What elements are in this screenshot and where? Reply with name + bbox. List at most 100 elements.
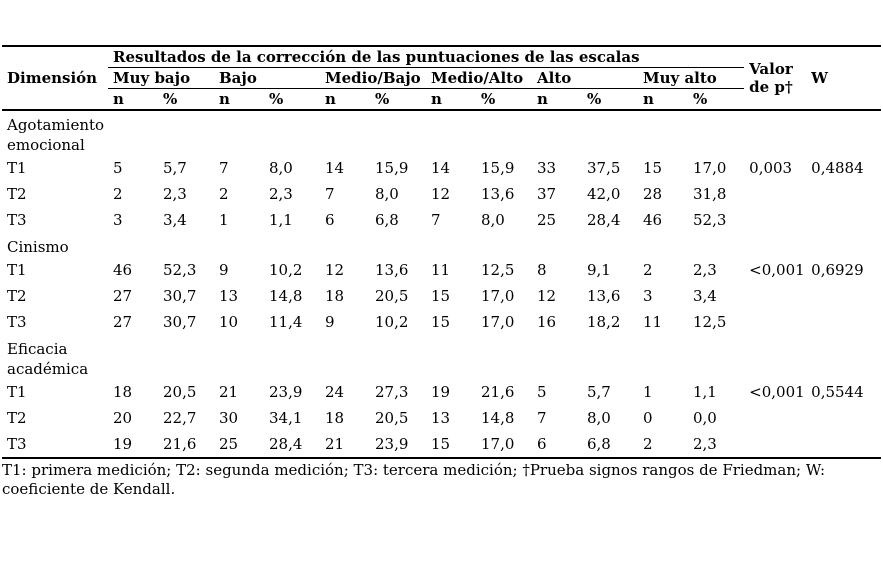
cell-n: 14 (325, 159, 345, 177)
header-sub-pct: % (693, 89, 708, 108)
cell-w (806, 181, 881, 207)
cell-pct: 8,0 (269, 159, 293, 177)
header-p-value: Valor de p† (749, 60, 793, 96)
cell-n: 5 (113, 159, 123, 177)
header-row-group: Dimensión Resultados de la corrección de… (2, 46, 881, 96)
data-row: T3 27 30,7 10 11,4 9 10,2 15 17,0 16 18,2 11 12,5 (2, 309, 881, 335)
header-sub-pct: % (163, 89, 178, 108)
cell-n: 14 (431, 159, 451, 177)
header-sub-n: n (219, 89, 230, 108)
cell-n: 0 (643, 409, 653, 427)
cell-n: 8 (537, 261, 547, 279)
cell-n: 37 (537, 185, 557, 203)
cell-n: 16 (537, 313, 557, 331)
data-row: T1 46 52,3 9 10,2 12 13,6 11 12,5 8 9,1 2 2,3 <0,001 0… (2, 257, 881, 283)
header-level-alto: Alto (532, 67, 638, 89)
measurement-label: T2 (7, 185, 27, 203)
cell-n: 2 (643, 261, 653, 279)
cell-pct: 34,1 (269, 409, 303, 427)
header-row-levels: Muy bajo Bajo Medio/Bajo Medio/Alto Alto… (2, 67, 881, 89)
table-head: Dimensión Resultados de la corrección de… (2, 46, 882, 111)
cell-pct: 0,0 (693, 409, 717, 427)
cell-p-value: 0,003 (749, 159, 793, 177)
cell-p-value: <0,001 (749, 383, 805, 401)
cell-n: 11 (643, 313, 663, 331)
cell-n: 30 (219, 409, 239, 427)
cell-w (806, 405, 881, 431)
cell-n: 12 (431, 185, 451, 203)
cell-w (806, 431, 881, 458)
section-row: Cinismo (2, 233, 881, 257)
cell-w (806, 207, 881, 233)
cell-pct: 8,0 (587, 409, 611, 427)
cell-w (806, 283, 881, 309)
cell-n: 3 (643, 287, 653, 305)
header-dimension: Dimensión (7, 68, 98, 87)
cell-pct: 10,2 (375, 313, 409, 331)
cell-pct: 3,4 (163, 211, 187, 229)
cell-w: 0,5544 (811, 383, 864, 401)
header-sub-pct: % (481, 89, 496, 108)
measurement-label: T3 (7, 211, 27, 229)
cell-pct: 1,1 (269, 211, 293, 229)
cell-n: 15 (431, 313, 451, 331)
cell-n: 2 (219, 185, 229, 203)
cell-n: 18 (325, 409, 345, 427)
cell-n: 12 (537, 287, 557, 305)
cell-pct: 52,3 (163, 261, 197, 279)
cell-pct: 21,6 (163, 435, 197, 453)
measurement-label: T2 (7, 409, 27, 427)
cell-n: 7 (325, 185, 335, 203)
cell-n: 21 (325, 435, 345, 453)
cell-n: 27 (113, 287, 133, 305)
cell-pct: 42,0 (587, 185, 621, 203)
cell-n: 9 (219, 261, 229, 279)
header-row-subcolumns: n % n % n % n % n % n % (2, 89, 881, 111)
cell-pct: 10,2 (269, 261, 303, 279)
cell-p-value (744, 431, 806, 458)
cell-pct: 9,1 (587, 261, 611, 279)
cell-pct: 18,2 (587, 313, 621, 331)
cell-pct: 5,7 (163, 159, 187, 177)
cell-w: 0,6929 (811, 261, 864, 279)
cell-pct: 20,5 (375, 409, 409, 427)
data-row: T1 5 5,7 7 8,0 14 15,9 14 15,9 33 37,5 15 17,0 0,003 0… (2, 155, 881, 181)
cell-pct: 30,7 (163, 287, 197, 305)
cell-pct: 17,0 (481, 435, 515, 453)
cell-pct: 30,7 (163, 313, 197, 331)
cell-n: 19 (431, 383, 451, 401)
header-level-bajo: Bajo (214, 67, 320, 89)
cell-p-value: <0,001 (749, 261, 805, 279)
cell-pct: 1,1 (693, 383, 717, 401)
header-sub-pct: % (587, 89, 602, 108)
cell-n: 28 (643, 185, 663, 203)
cell-pct: 20,5 (163, 383, 197, 401)
cell-pct: 28,4 (269, 435, 303, 453)
cell-n: 46 (113, 261, 133, 279)
cell-n: 18 (113, 383, 133, 401)
measurement-label: T1 (7, 159, 27, 177)
section-label: Eficacia académica (7, 340, 89, 378)
cell-n: 19 (113, 435, 133, 453)
cell-n: 15 (643, 159, 663, 177)
table-body: Agotamiento emocional T1 5 5,7 7 8,0 14 15,9 14 1… (2, 110, 881, 458)
cell-n: 7 (537, 409, 547, 427)
data-row: T3 3 3,4 1 1,1 6 6,8 7 8,0 25 28,4 46 52,3 (2, 207, 881, 233)
cell-pct: 17,0 (481, 287, 515, 305)
section-row: Eficacia académica (2, 335, 881, 379)
cell-pct: 8,0 (375, 185, 399, 203)
cell-n: 18 (325, 287, 345, 305)
cell-pct: 20,5 (375, 287, 409, 305)
cell-pct: 2,3 (693, 261, 717, 279)
header-w: W (811, 68, 829, 87)
cell-pct: 22,7 (163, 409, 197, 427)
header-sub-n: n (537, 89, 548, 108)
cell-pct: 21,6 (481, 383, 515, 401)
cell-n: 15 (431, 287, 451, 305)
data-row: T2 27 30,7 13 14,8 18 20,5 15 17,0 12 13,6 3 3,4 (2, 283, 881, 309)
cell-pct: 28,4 (587, 211, 621, 229)
cell-w (806, 309, 881, 335)
cell-pct: 6,8 (587, 435, 611, 453)
section-label: Agotamiento emocional (7, 116, 105, 154)
cell-pct: 5,7 (587, 383, 611, 401)
